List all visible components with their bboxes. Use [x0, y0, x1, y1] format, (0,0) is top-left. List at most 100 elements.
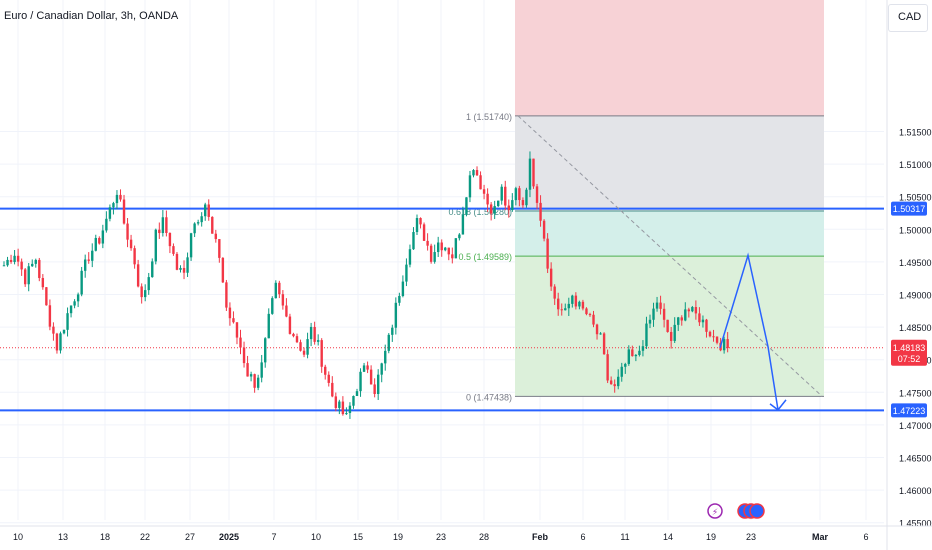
- candle-body: [158, 229, 161, 234]
- candle-body: [341, 401, 345, 415]
- candle-body: [687, 309, 691, 312]
- candle-body: [292, 333, 295, 337]
- time-tick-label: 13: [58, 532, 68, 542]
- candle-body: [249, 374, 253, 377]
- candle-body: [80, 270, 83, 295]
- candle-body: [444, 247, 447, 251]
- fib-level-label: 1 (1.51740): [466, 112, 512, 122]
- candle-body: [546, 238, 549, 269]
- candle-body: [91, 250, 94, 261]
- price-tick-label: 1.48500: [899, 323, 932, 333]
- candle-body: [613, 384, 616, 387]
- price-tick-label: 1.50000: [899, 225, 932, 235]
- candle-body: [144, 290, 147, 298]
- candle-body: [83, 259, 87, 271]
- candle-body: [334, 396, 338, 408]
- level-price-label: 1.50317: [893, 204, 926, 214]
- price-tick-label: 1.45500: [899, 519, 932, 529]
- candle-body: [235, 322, 239, 338]
- candle-body: [108, 207, 112, 219]
- candle-body: [9, 259, 13, 262]
- candle-body: [376, 374, 380, 394]
- price-tick-label: 1.49000: [899, 291, 932, 301]
- fib-level-label: 0.5 (1.49589): [458, 252, 512, 262]
- time-tick-label: 27: [185, 532, 195, 542]
- candle-body: [154, 229, 157, 262]
- candle-body: [306, 339, 309, 355]
- candle-body: [525, 189, 528, 206]
- candle-body: [705, 319, 708, 332]
- lightning-event-icon: [707, 503, 723, 519]
- candle-body: [338, 401, 341, 408]
- candle-body: [94, 237, 97, 251]
- candle-body: [648, 319, 652, 324]
- candle-body: [189, 233, 193, 258]
- fib-zone-green: [515, 256, 824, 397]
- candle-body: [560, 309, 563, 311]
- economic-event-icon: [749, 503, 765, 519]
- time-tick-label: 10: [311, 532, 321, 542]
- time-tick-label: 11: [620, 532, 629, 542]
- candle-body: [479, 175, 482, 190]
- candle-body: [595, 324, 599, 335]
- candle-body: [472, 170, 475, 176]
- candle-body: [320, 340, 323, 367]
- candle-body: [48, 305, 52, 327]
- time-tick-label: 18: [100, 532, 110, 542]
- candle-body: [631, 349, 634, 357]
- candle-body: [324, 366, 327, 375]
- candle-body: [151, 261, 154, 278]
- candle-body: [246, 363, 249, 377]
- time-tick-label: 2025: [219, 532, 239, 542]
- price-tick-label: 1.47500: [899, 388, 932, 398]
- candle-body: [384, 350, 387, 364]
- candle-body: [694, 307, 698, 314]
- candle-body: [698, 313, 701, 323]
- candle-body: [34, 259, 37, 264]
- candle-body: [129, 239, 133, 249]
- candle-body: [302, 350, 306, 355]
- level-price-badge: [891, 403, 927, 418]
- candle-body: [6, 259, 9, 266]
- candle-body: [497, 200, 500, 207]
- candle-body: [278, 282, 281, 295]
- candle-body: [451, 254, 454, 259]
- candle-body: [355, 391, 359, 397]
- candle-body: [511, 200, 514, 211]
- candle-body: [172, 246, 175, 254]
- candle-body: [669, 331, 673, 341]
- candle-body: [274, 282, 278, 299]
- currency-button[interactable]: [888, 4, 928, 32]
- candle-body: [617, 376, 620, 387]
- candle-body: [23, 269, 27, 285]
- candle-body: [232, 318, 235, 323]
- candle-body: [592, 314, 595, 325]
- candle-body: [514, 188, 518, 201]
- candle-body: [105, 218, 108, 231]
- candle-body: [175, 253, 179, 270]
- candle-body: [256, 377, 260, 388]
- fib-zone-teal: [515, 211, 824, 257]
- candle-body: [567, 303, 570, 309]
- candle-body: [260, 362, 263, 378]
- candle-body: [602, 333, 606, 355]
- candle-body: [380, 363, 383, 375]
- candle-body: [394, 302, 398, 328]
- candle-body: [620, 366, 623, 377]
- candle-body: [221, 257, 225, 283]
- price-tick-label: 1.51500: [899, 128, 932, 138]
- candle-body: [239, 337, 242, 348]
- candle-body: [581, 301, 585, 309]
- candle-body: [691, 307, 694, 312]
- candle-body: [186, 257, 189, 273]
- candle-body: [331, 382, 334, 397]
- candle-body: [309, 326, 313, 340]
- candle-body: [482, 189, 486, 194]
- bar-countdown-label: 07:52: [898, 354, 921, 364]
- candle-body: [465, 197, 468, 215]
- candle-body: [285, 305, 288, 317]
- time-tick-label: Feb: [532, 532, 549, 542]
- candle-body: [327, 374, 330, 383]
